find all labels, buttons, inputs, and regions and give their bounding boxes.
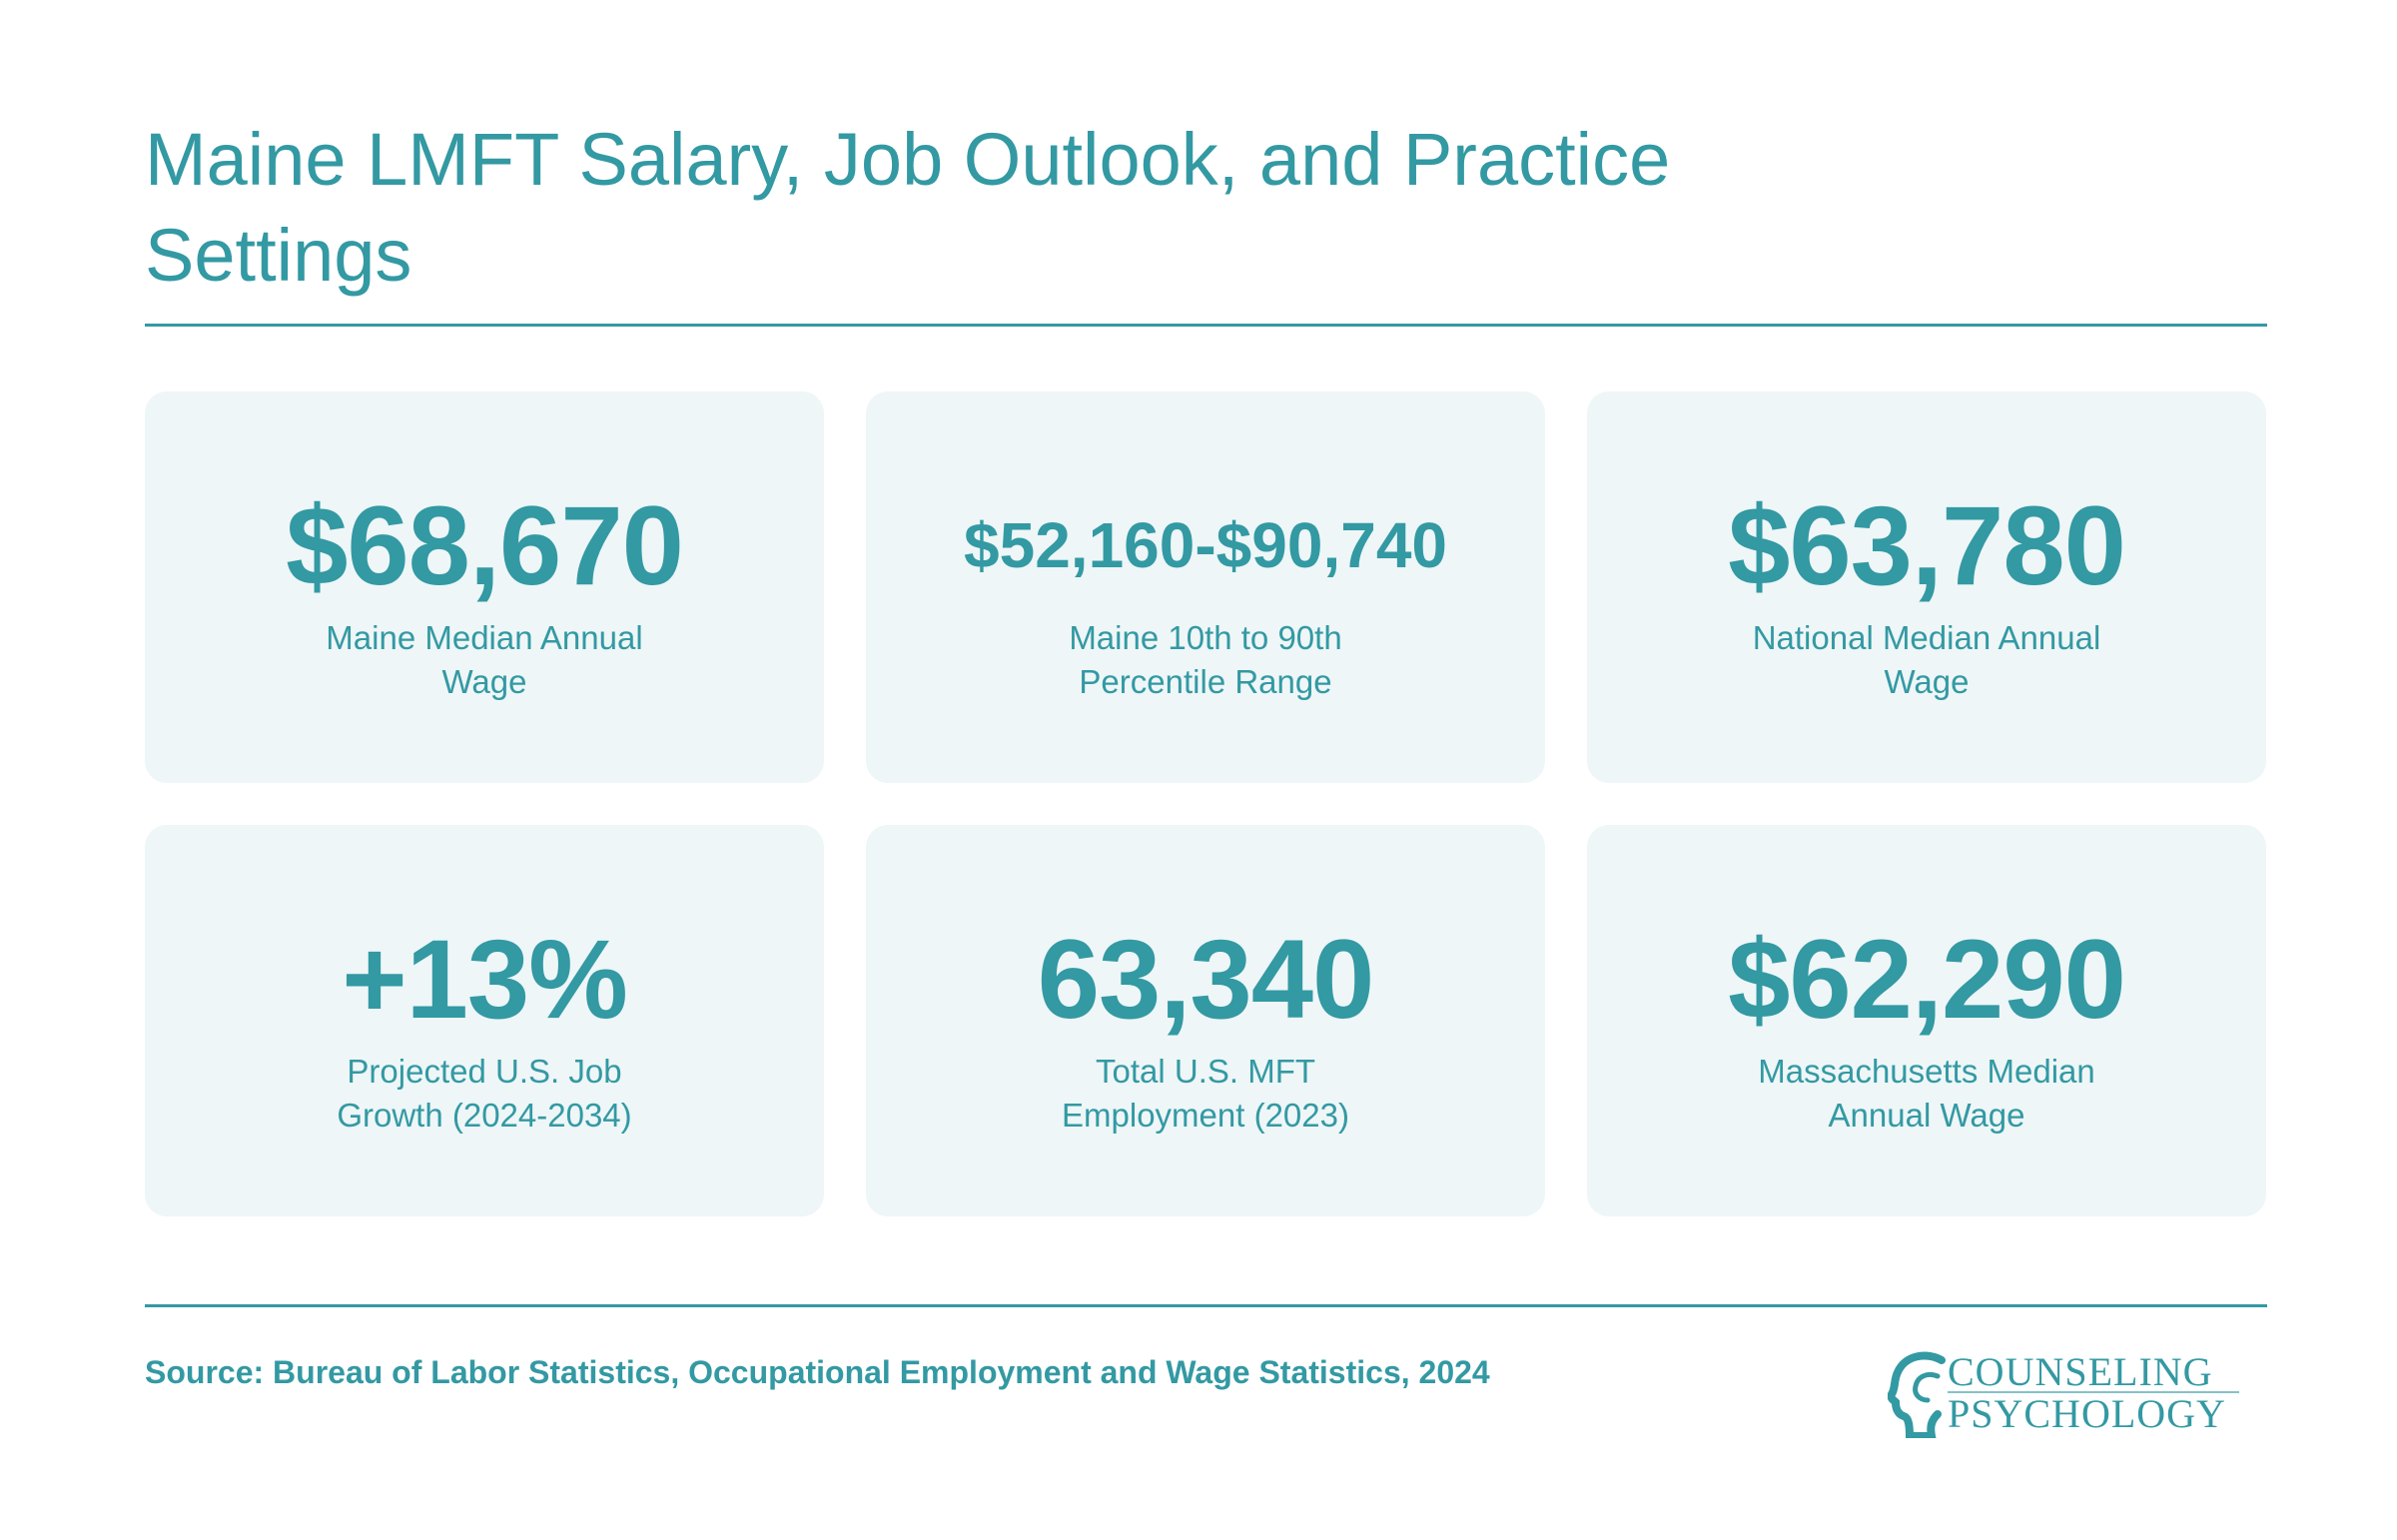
- bottom-divider: [145, 1304, 2267, 1307]
- page-title: Maine LMFT Salary, Job Outlook, and Prac…: [145, 118, 1671, 297]
- stat-label: Massachusetts Median Annual Wage: [1758, 1053, 2095, 1134]
- stat-card-maine-median: $68,670 Maine Median Annual Wage: [145, 391, 824, 783]
- stat-card-maine-range: $52,160-$90,740 Maine 10th to 90th Perce…: [866, 391, 1545, 783]
- logo-text-line2: PSYCHOLOGY: [1948, 1391, 2226, 1436]
- logo-text-line1: COUNSELING: [1948, 1349, 2213, 1394]
- stat-card-national-median: $63,780 National Median Annual Wage: [1587, 391, 2266, 783]
- stat-value: $68,670: [286, 482, 684, 608]
- head-silhouette-icon: [1888, 1351, 1946, 1438]
- counseling-psychology-logo: COUNSELING PSYCHOLOGY: [1888, 1348, 2247, 1438]
- logo-divider: [1948, 1391, 2239, 1393]
- stat-card-massachusetts-median: $62,290 Massachusetts Median Annual Wage: [1587, 825, 2266, 1216]
- stat-value: $62,290: [1728, 916, 2126, 1042]
- stat-value: 63,340: [1037, 916, 1375, 1042]
- stat-card-job-growth: +13% Projected U.S. Job Growth (2024-203…: [145, 825, 824, 1216]
- top-divider: [145, 324, 2267, 327]
- stat-label: Total U.S. MFT Employment (2023): [1062, 1053, 1349, 1134]
- stat-value: $63,780: [1728, 482, 2126, 608]
- stat-label: Maine 10th to 90th Percentile Range: [1069, 619, 1342, 700]
- stat-card-total-employment: 63,340 Total U.S. MFT Employment (2023): [866, 825, 1545, 1216]
- source-citation: Source: Bureau of Labor Statistics, Occu…: [145, 1354, 1490, 1390]
- stat-label: National Median Annual Wage: [1752, 619, 2101, 700]
- stats-grid: $68,670 Maine Median Annual Wage $52,160…: [145, 391, 2267, 1216]
- stat-label: Projected U.S. Job Growth (2024-2034): [337, 1053, 632, 1134]
- stat-value: +13%: [342, 916, 628, 1042]
- stat-value: $52,160-$90,740: [964, 509, 1447, 581]
- stat-label: Maine Median Annual Wage: [326, 619, 643, 700]
